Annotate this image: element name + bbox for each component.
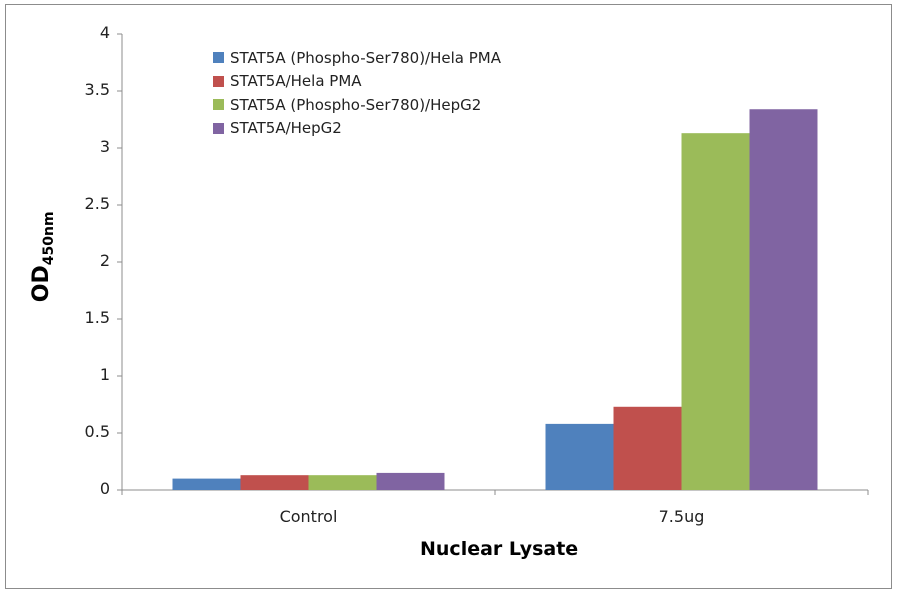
y-tick-label: 2 bbox=[99, 251, 110, 270]
legend-swatch-icon bbox=[213, 99, 224, 111]
bar bbox=[613, 406, 682, 490]
y-tick-label: 3.5 bbox=[84, 80, 110, 99]
y-tick-label: 4 bbox=[99, 23, 110, 42]
legend-swatch-icon bbox=[213, 122, 224, 134]
y-tick-label: 1.5 bbox=[84, 308, 110, 327]
legend-item: STAT5A/HepG2 bbox=[213, 117, 501, 141]
y-tick-label: 0 bbox=[99, 479, 110, 498]
bar bbox=[545, 423, 614, 490]
y-axis-title: OD450nm bbox=[28, 211, 58, 303]
y-axis-title-subscript: 450nm bbox=[41, 211, 58, 266]
x-category-label: 7.5ug bbox=[658, 507, 705, 526]
bar bbox=[172, 478, 241, 490]
legend-label: STAT5A/HepG2 bbox=[230, 119, 342, 138]
y-tick-label: 0.5 bbox=[84, 422, 110, 441]
legend-label: STAT5A/Hela PMA bbox=[230, 72, 362, 91]
bar bbox=[308, 475, 377, 490]
y-tick-label: 2.5 bbox=[84, 194, 110, 213]
legend-label: STAT5A (Phospho-Ser780)/Hela PMA bbox=[230, 48, 501, 67]
bar bbox=[376, 472, 445, 490]
x-axis-title: Nuclear Lysate bbox=[420, 538, 579, 560]
x-category-label: Control bbox=[279, 507, 338, 526]
legend-item: STAT5A (Phospho-Ser780)/Hela PMA bbox=[213, 46, 501, 70]
legend-label: STAT5A (Phospho-Ser780)/HepG2 bbox=[230, 95, 482, 114]
legend-swatch-icon bbox=[213, 52, 224, 64]
bar bbox=[749, 109, 818, 491]
y-tick-label: 3 bbox=[99, 137, 110, 156]
legend-item: STAT5A (Phospho-Ser780)/HepG2 bbox=[213, 93, 501, 117]
legend-swatch-icon bbox=[213, 75, 224, 87]
bar bbox=[681, 133, 750, 490]
chart-legend: STAT5A (Phospho-Ser780)/Hela PMA STAT5A/H… bbox=[213, 46, 501, 140]
y-tick-label: 1 bbox=[99, 365, 110, 384]
bar bbox=[240, 475, 309, 490]
legend-item: STAT5A/Hela PMA bbox=[213, 70, 501, 94]
y-axis-title-main: OD bbox=[28, 265, 54, 303]
